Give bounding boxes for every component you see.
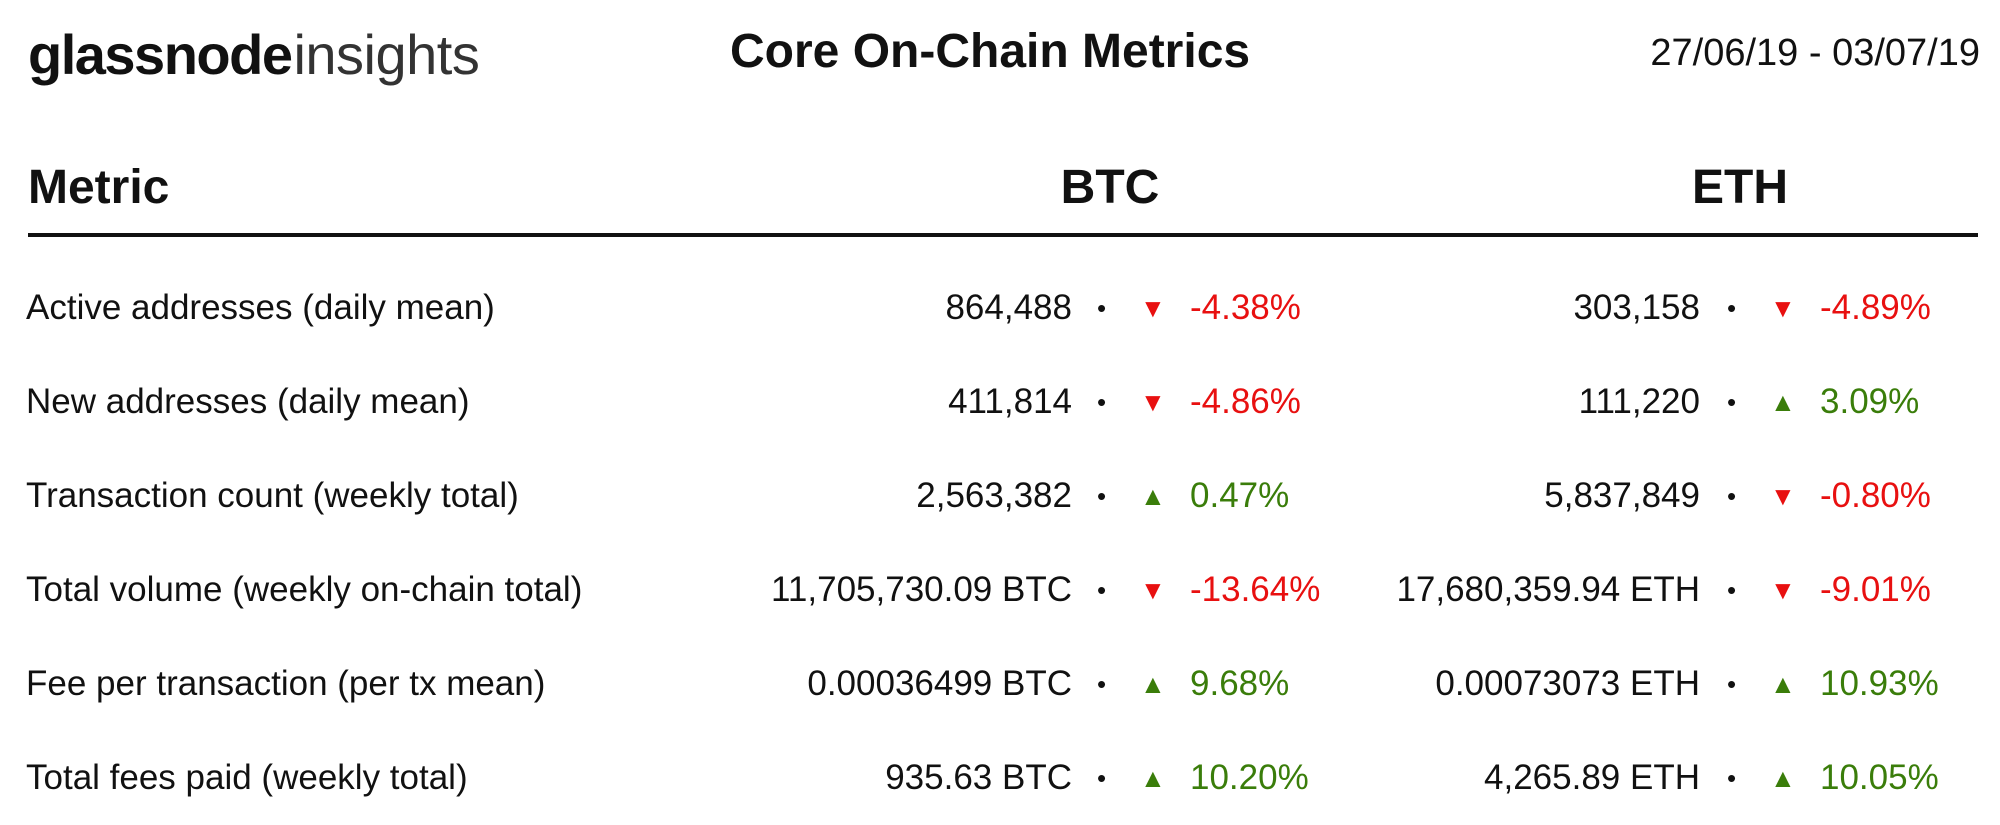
metric-label: Active addresses (daily mean) xyxy=(26,288,495,327)
bullet-separator: • xyxy=(1727,293,1737,323)
column-header-metric: Metric xyxy=(28,161,170,214)
eth-value: 17,680,359.94 ETH xyxy=(1396,570,1700,609)
bullet-separator: • xyxy=(1097,481,1107,511)
logo-sub-text: insights xyxy=(293,23,480,86)
table-row: New addresses (daily mean) 411,814 • ▼ -… xyxy=(0,372,2000,432)
table-row: Total volume (weekly on-chain total) 11,… xyxy=(0,560,2000,620)
bullet-separator: • xyxy=(1097,669,1107,699)
btc-down-arrow-icon: ▼ xyxy=(1140,575,1166,605)
metric-label: New addresses (daily mean) xyxy=(26,382,470,421)
eth-down-arrow-icon: ▼ xyxy=(1770,293,1796,323)
table-row: Fee per transaction (per tx mean) 0.0003… xyxy=(0,654,2000,714)
eth-change: -4.89% xyxy=(1820,288,1931,327)
btc-value: 11,705,730.09 BTC xyxy=(771,570,1072,609)
eth-up-arrow-icon: ▲ xyxy=(1770,763,1796,793)
bullet-separator: • xyxy=(1727,575,1737,605)
eth-change: 10.05% xyxy=(1820,758,1939,797)
eth-change: 3.09% xyxy=(1820,382,1920,421)
btc-change: 9.68% xyxy=(1190,664,1290,703)
column-header-eth: ETH xyxy=(1692,161,1788,214)
bullet-separator: • xyxy=(1727,669,1737,699)
table-row: Total fees paid (weekly total) 935.63 BT… xyxy=(0,748,2000,808)
btc-up-arrow-icon: ▲ xyxy=(1140,481,1166,511)
table-row: Active addresses (daily mean) 864,488 • … xyxy=(0,278,2000,338)
btc-change: -13.64% xyxy=(1190,570,1321,609)
eth-change: 10.93% xyxy=(1820,664,1939,703)
bullet-separator: • xyxy=(1727,387,1737,417)
eth-down-arrow-icon: ▼ xyxy=(1770,575,1796,605)
metric-label: Total volume (weekly on-chain total) xyxy=(26,570,583,609)
btc-value: 411,814 xyxy=(948,382,1072,421)
eth-change: -0.80% xyxy=(1820,476,1931,515)
metric-label: Fee per transaction (per tx mean) xyxy=(26,664,546,703)
glassnode-insights-logo: glassnode insights xyxy=(28,22,480,92)
bullet-separator: • xyxy=(1727,763,1737,793)
eth-change: -9.01% xyxy=(1820,570,1931,609)
page-title: Core On-Chain Metrics xyxy=(730,25,1251,78)
btc-value: 935.63 BTC xyxy=(885,758,1072,797)
column-header-btc: BTC xyxy=(1060,161,1160,214)
metric-label: Total fees paid (weekly total) xyxy=(26,758,468,797)
btc-up-arrow-icon: ▲ xyxy=(1140,669,1166,699)
eth-value: 0.00073073 ETH xyxy=(1435,664,1700,703)
bullet-separator: • xyxy=(1097,387,1107,417)
eth-up-arrow-icon: ▲ xyxy=(1770,387,1796,417)
date-range: 27/06/19 - 03/07/19 xyxy=(1650,32,1980,74)
btc-down-arrow-icon: ▼ xyxy=(1140,293,1166,323)
bullet-separator: • xyxy=(1097,763,1107,793)
logo-main-text: glassnode xyxy=(28,23,293,86)
btc-change: 10.20% xyxy=(1190,758,1309,797)
metric-label: Transaction count (weekly total) xyxy=(26,476,519,515)
btc-change: -4.86% xyxy=(1190,382,1301,421)
eth-up-arrow-icon: ▲ xyxy=(1770,669,1796,699)
btc-value: 864,488 xyxy=(945,288,1072,327)
btc-change: -4.38% xyxy=(1190,288,1301,327)
btc-value: 0.00036499 BTC xyxy=(807,664,1072,703)
btc-up-arrow-icon: ▲ xyxy=(1140,763,1166,793)
bullet-separator: • xyxy=(1097,575,1107,605)
table-row: Transaction count (weekly total) 2,563,3… xyxy=(0,466,2000,526)
eth-value: 111,220 xyxy=(1578,382,1700,421)
eth-down-arrow-icon: ▼ xyxy=(1770,481,1796,511)
eth-value: 4,265.89 ETH xyxy=(1484,758,1700,797)
header-divider xyxy=(28,233,1978,237)
btc-value: 2,563,382 xyxy=(916,476,1072,515)
btc-change: 0.47% xyxy=(1190,476,1290,515)
bullet-separator: • xyxy=(1097,293,1107,323)
bullet-separator: • xyxy=(1727,481,1737,511)
eth-value: 303,158 xyxy=(1573,288,1700,327)
eth-value: 5,837,849 xyxy=(1544,476,1700,515)
btc-down-arrow-icon: ▼ xyxy=(1140,387,1166,417)
